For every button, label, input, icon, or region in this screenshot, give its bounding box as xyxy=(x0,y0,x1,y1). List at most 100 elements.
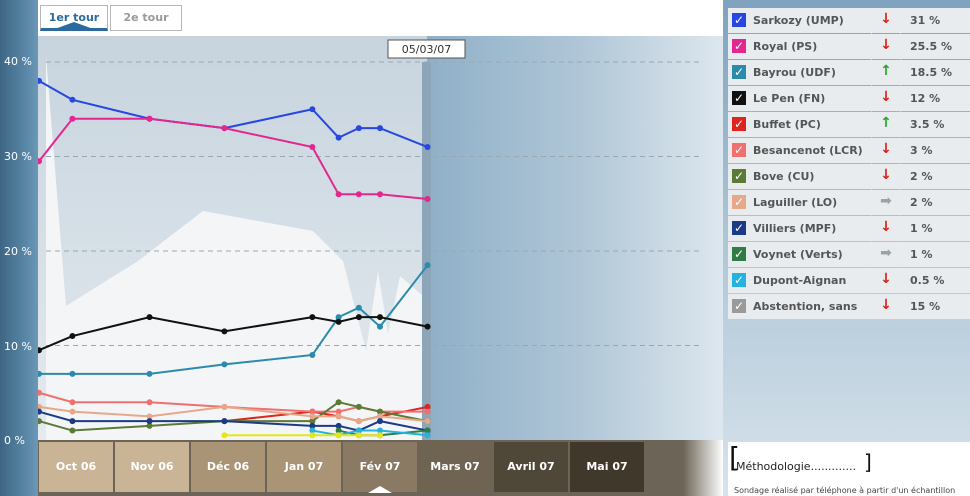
data-point[interactable] xyxy=(221,125,228,132)
data-point[interactable] xyxy=(38,418,42,425)
data-point[interactable] xyxy=(38,158,42,165)
data-point[interactable] xyxy=(377,323,383,330)
data-point[interactable] xyxy=(38,77,42,84)
data-point[interactable] xyxy=(69,399,76,406)
legend-checkbox[interactable]: ✓ xyxy=(732,169,746,183)
data-point[interactable] xyxy=(335,399,342,406)
data-point[interactable] xyxy=(335,413,342,420)
data-point[interactable] xyxy=(377,125,383,132)
data-point[interactable] xyxy=(69,418,76,425)
legend-checkbox[interactable]: ✓ xyxy=(732,143,746,157)
legend-candidate-name: Sarkozy (UMP) xyxy=(753,14,844,27)
data-point[interactable] xyxy=(309,432,316,439)
data-point[interactable] xyxy=(146,115,153,122)
data-point[interactable] xyxy=(146,418,153,425)
data-point[interactable] xyxy=(377,408,383,415)
data-point[interactable] xyxy=(309,351,316,358)
data-point[interactable] xyxy=(309,314,316,321)
data-point[interactable] xyxy=(355,418,362,425)
data-point[interactable] xyxy=(424,408,431,415)
data-point[interactable] xyxy=(69,96,76,103)
data-point[interactable] xyxy=(377,432,383,439)
data-point[interactable] xyxy=(355,403,362,410)
data-point[interactable] xyxy=(335,432,342,439)
data-point[interactable] xyxy=(69,427,76,434)
data-point[interactable] xyxy=(38,389,42,396)
data-point[interactable] xyxy=(335,191,342,198)
data-point[interactable] xyxy=(221,432,228,439)
data-point[interactable] xyxy=(146,314,153,321)
data-point[interactable] xyxy=(69,333,76,340)
data-point[interactable] xyxy=(221,328,228,335)
data-point[interactable] xyxy=(424,403,431,410)
data-point[interactable] xyxy=(38,370,42,377)
methodology-link[interactable]: Méthodologie............. xyxy=(736,460,857,473)
legend-checkbox[interactable]: ✓ xyxy=(732,91,746,105)
data-point[interactable] xyxy=(221,418,228,425)
data-point[interactable] xyxy=(335,134,342,141)
data-point[interactable] xyxy=(377,427,383,434)
legend-checkbox[interactable]: ✓ xyxy=(732,39,746,53)
month-button[interactable]: Nov 06 xyxy=(115,442,189,492)
legend-checkbox[interactable]: ✓ xyxy=(732,299,746,313)
data-point[interactable] xyxy=(309,413,316,420)
data-point[interactable] xyxy=(309,418,316,425)
tab-second-round[interactable]: 2e tour xyxy=(110,5,182,31)
data-point[interactable] xyxy=(69,370,76,377)
data-point[interactable] xyxy=(355,427,362,434)
legend-checkbox[interactable]: ✓ xyxy=(732,13,746,27)
legend-checkbox[interactable]: ✓ xyxy=(732,247,746,261)
month-button[interactable]: Mars 07 xyxy=(418,442,492,492)
legend-row: ✓ Dupont-Aignan ↓ 0.5 % xyxy=(728,268,970,293)
data-point[interactable] xyxy=(69,115,76,122)
data-point[interactable] xyxy=(309,144,316,151)
data-point[interactable] xyxy=(355,432,362,439)
data-point[interactable] xyxy=(335,422,342,429)
data-point[interactable] xyxy=(146,422,153,429)
data-point[interactable] xyxy=(424,262,431,269)
data-point[interactable] xyxy=(309,427,316,434)
data-point[interactable] xyxy=(355,314,362,321)
month-button[interactable]: Jan 07 xyxy=(267,442,341,492)
data-point[interactable] xyxy=(377,191,383,198)
data-point[interactable] xyxy=(335,314,342,321)
data-point[interactable] xyxy=(221,361,228,368)
month-button[interactable]: Déc 06 xyxy=(191,442,265,492)
data-point[interactable] xyxy=(355,191,362,198)
data-point[interactable] xyxy=(146,399,153,406)
data-point[interactable] xyxy=(38,347,42,354)
data-point[interactable] xyxy=(335,408,342,415)
data-point[interactable] xyxy=(146,413,153,420)
data-point[interactable] xyxy=(146,370,153,377)
data-point[interactable] xyxy=(424,432,431,439)
data-point[interactable] xyxy=(424,196,431,203)
data-point[interactable] xyxy=(377,413,383,420)
month-button[interactable]: Mai 07 xyxy=(570,442,644,492)
data-point[interactable] xyxy=(38,403,42,410)
data-point[interactable] xyxy=(221,403,228,410)
data-point[interactable] xyxy=(309,106,316,113)
data-point[interactable] xyxy=(424,427,431,434)
month-button[interactable]: Avril 07 xyxy=(494,442,568,492)
legend-checkbox[interactable]: ✓ xyxy=(732,65,746,79)
data-point[interactable] xyxy=(377,418,383,425)
data-point[interactable] xyxy=(335,427,342,434)
data-point[interactable] xyxy=(377,314,383,321)
data-point[interactable] xyxy=(424,323,431,330)
data-point[interactable] xyxy=(309,422,316,429)
data-point[interactable] xyxy=(424,144,431,151)
y-tick-label: 0 % xyxy=(4,434,25,447)
data-point[interactable] xyxy=(355,125,362,132)
month-button[interactable]: Fév 07 xyxy=(343,442,417,493)
data-point[interactable] xyxy=(424,418,431,425)
legend-checkbox[interactable]: ✓ xyxy=(732,273,746,287)
legend-checkbox[interactable]: ✓ xyxy=(732,221,746,235)
data-point[interactable] xyxy=(309,408,316,415)
month-button[interactable]: Oct 06 xyxy=(39,442,113,492)
legend-checkbox[interactable]: ✓ xyxy=(732,117,746,131)
data-point[interactable] xyxy=(335,318,342,325)
data-point[interactable] xyxy=(38,408,42,415)
legend-checkbox[interactable]: ✓ xyxy=(732,195,746,209)
data-point[interactable] xyxy=(355,304,362,311)
data-point[interactable] xyxy=(69,408,76,415)
